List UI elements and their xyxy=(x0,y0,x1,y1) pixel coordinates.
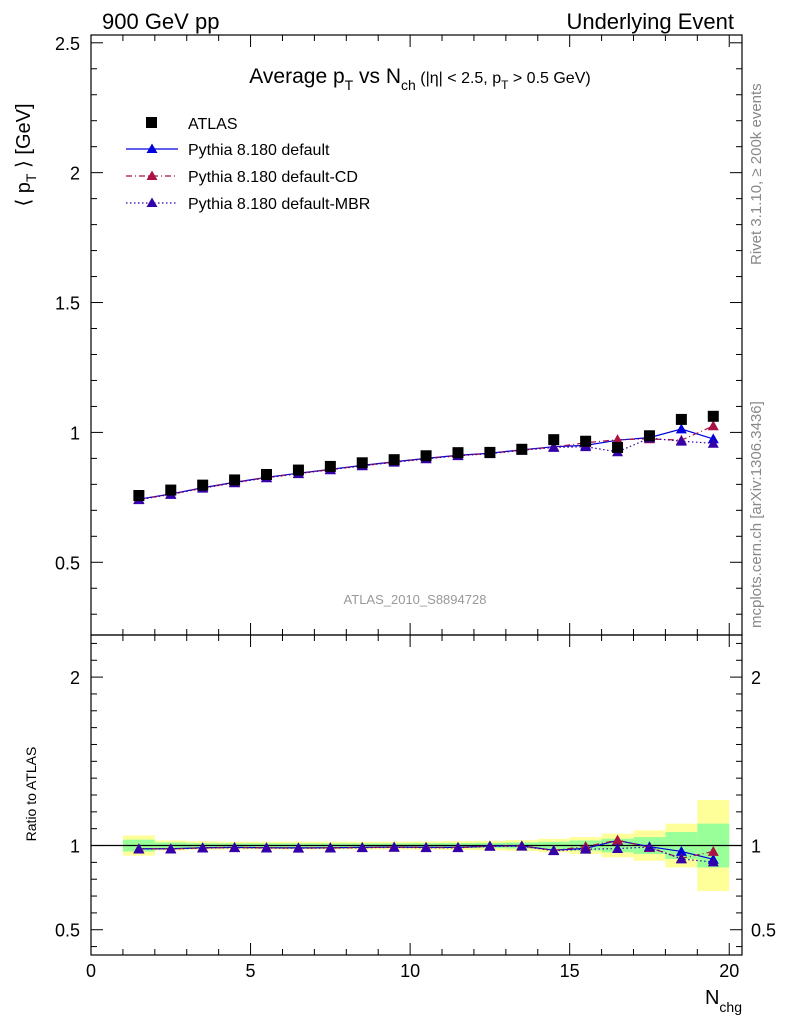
ratio-point-mbr xyxy=(675,853,687,864)
data-point-atlas xyxy=(580,435,592,447)
data-point-atlas xyxy=(548,434,560,446)
data-point-atlas xyxy=(165,484,177,496)
series-point-mbr xyxy=(707,437,719,448)
legend-label-cd: Pythia 8.180 default-CD xyxy=(188,169,358,186)
main-data-layer xyxy=(90,35,742,955)
ratio-y-tick-label-right-1: 1 xyxy=(751,837,761,857)
data-point-atlas xyxy=(612,441,624,453)
ratio-point-mbr xyxy=(420,842,432,853)
ratio-point-mbr xyxy=(707,856,719,867)
legend-square-marker xyxy=(146,117,157,128)
main-panel: Average pT vs Nch (|η| < 2.5, pT > 0.5 G… xyxy=(13,34,743,955)
data-point-atlas xyxy=(707,410,719,422)
data-point-atlas xyxy=(675,413,687,425)
ratio-point-mbr xyxy=(484,840,496,851)
legend-triangle-mbr xyxy=(146,197,158,207)
ratio-y-axis-label: Ratio to ATLAS xyxy=(23,747,39,842)
series-point-default xyxy=(675,423,687,434)
ratio-point-mbr xyxy=(165,843,177,854)
series-point-mbr xyxy=(675,435,687,446)
x-tick-label-15: 15 xyxy=(560,961,580,981)
main-y-ticks: 0.5 1 1.5 2 2.5 xyxy=(55,34,80,573)
ratio-point-mbr xyxy=(261,842,273,853)
data-point-atlas xyxy=(516,443,528,455)
y-tick-label-2.5: 2.5 xyxy=(55,34,80,54)
ratio-frame xyxy=(90,634,743,956)
legend-entry-mbr: Pythia 8.180 default-MBR xyxy=(126,196,370,213)
y-tick-label-1.5: 1.5 xyxy=(55,294,80,314)
ratio-point-cd xyxy=(612,834,624,845)
ratio-y-tick-label-right-2: 2 xyxy=(751,668,761,688)
legend-entry-cd: Pythia 8.180 default-CD xyxy=(126,169,358,186)
ratio-point-mbr xyxy=(452,842,464,853)
rivet-version-label: Rivet 3.1.10, ≥ 200k events xyxy=(748,83,765,265)
plot-title: Average pT vs Nch (|η| < 2.5, pT > 0.5 G… xyxy=(249,65,590,93)
ratio-point-mbr xyxy=(580,843,592,854)
data-point-atlas xyxy=(133,490,145,502)
legend-label-mbr: Pythia 8.180 default-MBR xyxy=(188,196,370,213)
y-axis-label: ⟨ pT ⟩ [GeV] xyxy=(13,103,39,206)
data-point-atlas xyxy=(292,464,304,476)
ratio-point-cd xyxy=(707,845,719,856)
ratio-point-mbr xyxy=(612,843,624,853)
ratio-point-mbr xyxy=(292,842,304,853)
ratio-point-mbr xyxy=(197,842,209,853)
data-point-atlas xyxy=(229,474,241,486)
ratio-point-mbr xyxy=(356,842,368,853)
ratio-y-tick-label-2: 2 xyxy=(70,668,80,688)
data-point-atlas xyxy=(420,450,432,462)
y-tick-label-1: 1 xyxy=(70,423,80,443)
ratio-point-mbr xyxy=(548,845,560,856)
ratio-y-tick-label-right-0.5: 0.5 xyxy=(751,921,776,941)
data-point-atlas xyxy=(324,460,336,472)
series-point-cd xyxy=(612,434,624,445)
legend-triangle-default xyxy=(146,143,158,153)
legend-triangle-cd xyxy=(146,170,158,180)
x-tick-label-10: 10 xyxy=(400,961,420,981)
series-line-mbr xyxy=(138,437,714,501)
ratio-point-mbr xyxy=(388,841,400,852)
legend-label-default: Pythia 8.180 default xyxy=(188,142,330,159)
legend-entry-default: Pythia 8.180 default xyxy=(126,142,330,159)
ratio-point-mbr xyxy=(229,842,241,853)
x-tick-label-0: 0 xyxy=(86,961,96,981)
series-point-cd xyxy=(707,420,719,431)
x-tick-label-20: 20 xyxy=(719,961,739,981)
ratio-y-tick-label-0.5: 0.5 xyxy=(55,921,80,941)
data-point-atlas xyxy=(484,446,496,458)
legend: ATLAS Pythia 8.180 default Pythia 8.180 … xyxy=(126,116,370,213)
ratio-point-default xyxy=(675,845,687,856)
data-point-atlas xyxy=(356,457,368,469)
ratio-panel: Ratio to ATLAS 0.5 1 2 0.5 1 2 0 5 10 15… xyxy=(23,634,776,1015)
y-tick-label-0.5: 0.5 xyxy=(55,553,80,573)
legend-label-atlas: ATLAS xyxy=(188,116,238,133)
y-tick-label-2: 2 xyxy=(70,164,80,184)
x-ticks: 0 5 10 15 20 xyxy=(86,961,739,981)
data-point-atlas xyxy=(388,454,400,466)
data-point-atlas xyxy=(452,447,464,459)
series-line-default xyxy=(138,428,714,500)
x-tick-label-5: 5 xyxy=(246,961,256,981)
ratio-y-ticks: 0.5 1 2 0.5 1 2 xyxy=(55,668,776,941)
data-point-atlas xyxy=(261,468,273,480)
ratio-point-mbr xyxy=(133,843,145,854)
x-axis-label: Nchg xyxy=(705,987,742,1015)
ratio-y-tick-label-1: 1 xyxy=(70,837,80,857)
ratio-point-mbr xyxy=(516,840,528,851)
header-energy-label: 900 GeV pp xyxy=(102,9,219,34)
analysis-id-label: ATLAS_2010_S8894728 xyxy=(344,592,487,607)
ratio-point-mbr xyxy=(643,841,655,852)
ratio-data-layer xyxy=(91,642,742,948)
legend-entry-atlas: ATLAS xyxy=(146,116,238,133)
header-process-label: Underlying Event xyxy=(566,9,734,34)
data-point-atlas xyxy=(197,479,209,491)
mcplots-reference-label: mcplots.cern.ch [arXiv:1306.3436] xyxy=(748,401,765,628)
ratio-point-mbr xyxy=(324,842,336,853)
data-point-atlas xyxy=(643,430,655,442)
series-point-mbr xyxy=(548,441,560,452)
